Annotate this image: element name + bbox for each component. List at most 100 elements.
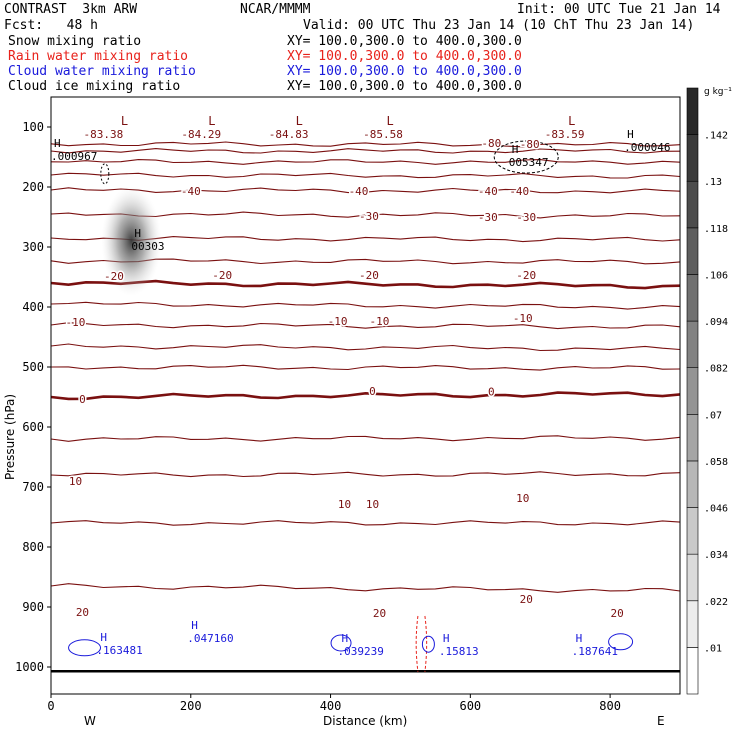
isotherm-line — [50, 343, 681, 352]
rain-water-contour — [415, 615, 428, 672]
contour-label: -83.59 — [545, 128, 585, 141]
contour-label: 10 — [366, 498, 379, 511]
cloud-water-max-value: .187641 — [572, 645, 618, 658]
y-tick-label: 900 — [22, 600, 44, 614]
cloud-water-max-value: .047160 — [187, 632, 233, 645]
isotherm-line — [50, 391, 681, 401]
contour-label: -10 — [66, 316, 86, 329]
minimum-marker: L — [121, 114, 128, 128]
chart-title: CONTRAST 3km ARW — [4, 2, 138, 17]
contour-label: 10 — [69, 475, 82, 488]
contour-label: -80 — [481, 137, 501, 150]
colorbar-swatch — [686, 274, 699, 322]
contour-label: 10 — [338, 498, 351, 511]
init-time: Init: 00 UTC Tue 21 Jan 14 — [517, 2, 721, 17]
colorbar-label: .118 — [704, 224, 728, 235]
contour-label: -10 — [328, 315, 348, 328]
contour-label: -40 — [181, 185, 201, 198]
ice-max-value: .000046 — [624, 141, 670, 154]
contour-label: 0 — [488, 386, 495, 399]
snow-mixing-ratio-shading — [101, 186, 162, 296]
contour-label: 20 — [610, 607, 623, 620]
minimum-marker: L — [296, 114, 303, 128]
cloud-water-max-marker: H — [191, 619, 198, 632]
contour-label: 10 — [516, 492, 529, 505]
x-end-west: W — [84, 714, 96, 728]
cloud-water-max-marker: H — [342, 632, 349, 645]
colorbar-swatch — [686, 180, 699, 229]
minimum-marker: L — [386, 114, 393, 128]
contour-label: -20 — [212, 269, 232, 282]
cloud-water-max-marker: H — [100, 631, 107, 644]
field-xy-rain: XY= 100.0,300.0 to 400.0,300.0 — [287, 49, 522, 64]
valid-time: Valid: 00 UTC Thu 23 Jan 14 (10 ChT Thu … — [303, 18, 695, 33]
y-tick-label: 800 — [22, 540, 44, 554]
cloud-ice-contour — [100, 163, 110, 185]
x-end-east: E — [657, 714, 665, 728]
x-tick-label: 600 — [459, 699, 481, 713]
contour-label: -83.38 — [84, 128, 124, 141]
contour-label: 20 — [76, 606, 89, 619]
cloud-water-contour — [421, 635, 435, 653]
isotherm-line — [50, 471, 681, 478]
isotherm-line — [50, 159, 681, 165]
colorbar-swatch — [686, 134, 699, 182]
colorbar-swatch — [686, 507, 699, 555]
minimum-marker: L — [568, 114, 575, 128]
field-xy-snow: XY= 100.0,300.0 to 400.0,300.0 — [287, 34, 522, 49]
contour-label: 0 — [79, 393, 86, 406]
colorbar-label: .13 — [704, 177, 722, 188]
colorbar-label: .142 — [704, 131, 728, 142]
isotherm-line — [50, 187, 681, 194]
field-label-snow: Snow mixing ratio — [8, 34, 142, 49]
colorbar-swatch — [686, 600, 699, 648]
colorbar-label: .01 — [704, 643, 722, 654]
isotherm-line — [50, 301, 681, 310]
colorbar-swatch — [686, 320, 699, 368]
contour-label: -20 — [359, 269, 379, 282]
mark-layer: L L L L L-83.38 -84.29 -84.83 -85.58 -83.59-80 -8… — [51, 114, 670, 672]
contour-label: -85.58 — [363, 128, 403, 141]
colorbar-swatch — [686, 647, 699, 695]
cloud-water-max-value: .163481 — [96, 644, 142, 657]
ice-max-value: .000967 — [51, 150, 97, 163]
contour-label: -80 — [520, 138, 540, 151]
contour-label: -20 — [104, 270, 124, 283]
colorbar-label: .094 — [704, 317, 728, 328]
ice-max-marker: H — [627, 128, 634, 141]
y-tick-label: 200 — [22, 180, 44, 194]
isotherm-line — [50, 583, 681, 593]
contour-label: -84.29 — [181, 128, 221, 141]
plot-frame — [50, 96, 681, 695]
isotherm-line — [50, 172, 681, 179]
colorbar-label: .106 — [704, 270, 728, 281]
ice-max-marker: H — [134, 227, 141, 240]
x-tick-label: 800 — [599, 699, 621, 713]
field-label-cloud-water: Cloud water mixing ratio — [8, 64, 196, 79]
cloud-water-contour — [68, 639, 102, 657]
x-tick-label: 400 — [320, 699, 342, 713]
colorbar-swatch — [686, 553, 699, 602]
colorbar-label: .07 — [704, 410, 722, 421]
ice-max-marker: H — [512, 143, 519, 156]
y-tick-label: 500 — [22, 360, 44, 374]
y-tick-label: 1000 — [15, 660, 44, 674]
contour-label: 20 — [373, 607, 386, 620]
cloud-water-max-value: .15813 — [439, 645, 479, 658]
colorbar-label: .046 — [704, 504, 728, 515]
minimum-marker: L — [208, 114, 215, 128]
contour-label: -30 — [516, 211, 536, 224]
y-tick-label: 300 — [22, 240, 44, 254]
contour-label: -20 — [516, 269, 536, 282]
isotherm-line — [50, 148, 681, 154]
colorbar-swatch — [686, 87, 699, 135]
colorbar: .01 .022 .034 .046 .058 .07 .082 .094 .106 .118 .1… — [686, 87, 732, 695]
colorbar-swatch — [686, 460, 699, 508]
isotherm-line — [50, 279, 681, 290]
x-tick-label: 200 — [180, 699, 202, 713]
ice-max-marker: H — [54, 137, 61, 150]
isotherm-line — [50, 141, 681, 148]
contour-label: -10 — [370, 315, 390, 328]
colorbar-label: .058 — [704, 457, 728, 468]
